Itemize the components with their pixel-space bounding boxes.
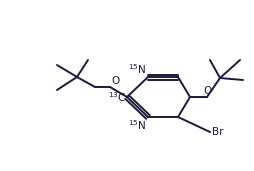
Text: $^{13}$C: $^{13}$C <box>108 90 126 104</box>
Text: O: O <box>111 76 119 86</box>
Text: $^{15}$N: $^{15}$N <box>128 62 146 76</box>
Text: Br: Br <box>212 127 224 137</box>
Text: $^{15}$N: $^{15}$N <box>128 118 146 132</box>
Text: O: O <box>203 86 211 96</box>
